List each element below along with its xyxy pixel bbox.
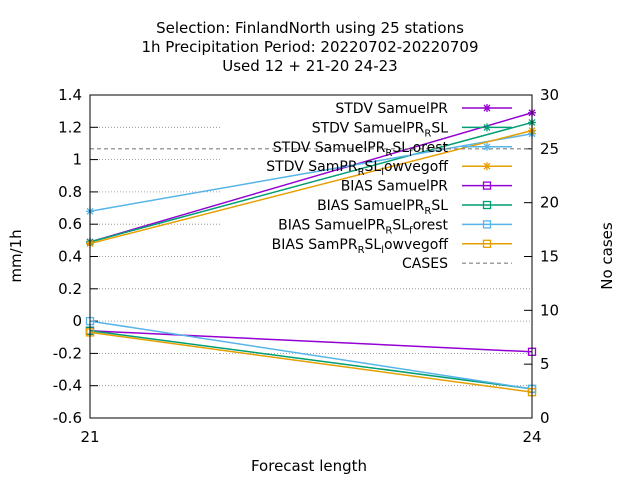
legend-text: owvegoff bbox=[384, 237, 448, 253]
series-line bbox=[89, 330, 533, 353]
x-axis-label: Forecast length bbox=[251, 457, 367, 475]
legend-marker bbox=[483, 104, 491, 112]
legend-text: SL bbox=[392, 140, 409, 156]
legend-marker bbox=[483, 123, 491, 132]
legend-marker bbox=[482, 239, 492, 248]
legend-text: owvegoff bbox=[384, 159, 448, 175]
y-tick-label: 1.2 bbox=[58, 118, 82, 136]
legend-text: SL bbox=[431, 198, 448, 214]
plot-frame bbox=[89, 94, 533, 419]
y-axis: -0.6 -0.4 -0.2 0 0.2 0.4 0.6 0.8 1 1.2 1.4 bbox=[53, 86, 98, 427]
series-line bbox=[89, 121, 533, 243]
y-tick-label: -0.4 bbox=[53, 377, 82, 395]
legend-label: STDV SamuelPRRSLforest bbox=[273, 140, 449, 159]
plot-series bbox=[85, 108, 537, 397]
y-axis-label: mm/1h bbox=[7, 229, 25, 282]
legend-label: BIAS SamuelPRRSLforest bbox=[278, 217, 448, 236]
legend-marker bbox=[483, 162, 491, 171]
title-line-1: Selection: FinlandNorth using 25 station… bbox=[156, 19, 464, 37]
title-line-2: 1h Precipitation Period: 20220702-202207… bbox=[141, 38, 478, 56]
legend-text: SL bbox=[392, 217, 409, 233]
y-tick-label: 1 bbox=[72, 151, 82, 169]
x-tick-label: 21 bbox=[80, 428, 99, 446]
legend-label: BIAS SamPRRSLlowvegoff bbox=[272, 237, 449, 256]
marker-stroke bbox=[483, 104, 491, 112]
series-line bbox=[89, 320, 533, 390]
legend-label: STDV SamuelPRRSL bbox=[312, 120, 448, 139]
legend-label: BIAS SamuelPRRSL bbox=[317, 198, 448, 217]
legend-text: SL bbox=[365, 237, 382, 253]
marker-stroke bbox=[483, 162, 491, 170]
y2-tick-label: 5 bbox=[540, 355, 550, 373]
y2-tick-label: 10 bbox=[540, 301, 559, 319]
legend-subscript: R bbox=[358, 245, 365, 256]
series-line bbox=[89, 112, 533, 243]
legend-subscript: R bbox=[385, 225, 392, 236]
y-tick-label: 1.4 bbox=[58, 86, 82, 104]
legend-subscript: l bbox=[381, 167, 384, 178]
legend-label: STDV SamuelPR bbox=[335, 101, 448, 117]
legend-text: orest bbox=[413, 217, 449, 233]
marker-stroke bbox=[483, 123, 491, 131]
series-line bbox=[89, 330, 533, 390]
legend-label: BIAS SamuelPR bbox=[341, 179, 449, 195]
series-line bbox=[89, 129, 533, 245]
title-line-3: Used 12 + 21-20 24-23 bbox=[222, 57, 397, 75]
legend-text: orest bbox=[413, 140, 449, 156]
y-tick-label: 0.4 bbox=[58, 248, 82, 266]
series-line bbox=[89, 133, 533, 213]
legend-subscript: f bbox=[409, 148, 413, 159]
y-tick-label: 0.8 bbox=[58, 183, 82, 201]
marker-stroke bbox=[483, 143, 491, 151]
y-tick-label: -0.2 bbox=[53, 344, 82, 362]
legend-label: CASES bbox=[402, 256, 448, 272]
chart-title: Selection: FinlandNorth using 25 station… bbox=[141, 19, 478, 75]
y-tick-label: 0.6 bbox=[58, 215, 82, 233]
y2-tick-label: 20 bbox=[540, 194, 559, 212]
legend-subscript: f bbox=[409, 225, 413, 236]
legend-label: STDV SamPRRSLlowvegoff bbox=[266, 159, 448, 178]
legend-subscript: R bbox=[358, 167, 365, 178]
y-tick-label: 0.2 bbox=[58, 280, 82, 298]
y2-tick-label: 30 bbox=[540, 86, 559, 104]
grid-lines bbox=[90, 126, 532, 387]
legend-subscript: R bbox=[424, 206, 431, 217]
legend-marker bbox=[482, 200, 492, 210]
series-line bbox=[89, 331, 533, 393]
y-tick-label: -0.6 bbox=[53, 409, 82, 427]
legend-marker bbox=[483, 142, 491, 151]
legend-marker bbox=[482, 181, 492, 190]
legend-subscript: l bbox=[381, 245, 384, 256]
legend-marker bbox=[482, 220, 492, 229]
y2-axis: 0 5 10 15 20 25 30 bbox=[524, 86, 559, 427]
y2-tick-label: 15 bbox=[540, 248, 559, 266]
x-axis: 21 24 bbox=[80, 95, 542, 446]
y2-tick-label: 25 bbox=[540, 140, 559, 158]
y-tick-label: 0 bbox=[72, 312, 82, 330]
y2-tick-label: 0 bbox=[540, 409, 550, 427]
x-tick-label: 24 bbox=[522, 428, 541, 446]
y2-axis-label: No cases bbox=[598, 222, 616, 290]
legend-subscript: R bbox=[385, 148, 392, 159]
legend-text: SL bbox=[365, 159, 382, 175]
legend-subscript: R bbox=[424, 128, 431, 139]
legend-text: SL bbox=[431, 120, 448, 136]
